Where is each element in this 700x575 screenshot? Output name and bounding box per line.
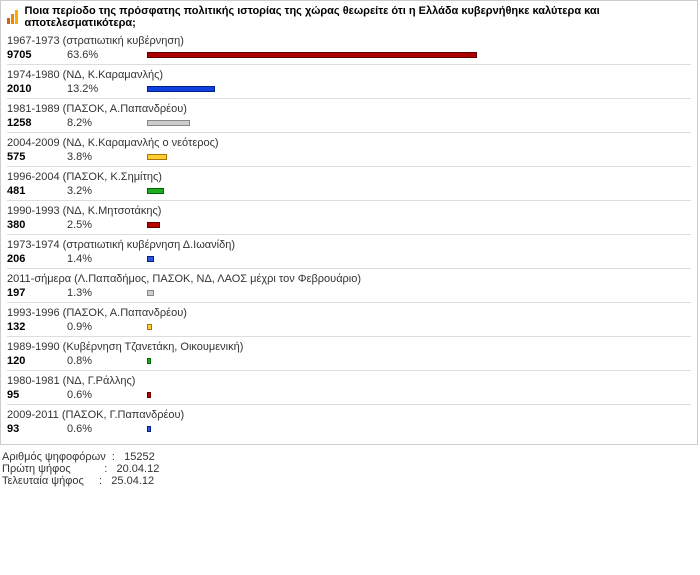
poll-footer: Αριθμός ψηφοφόρων : 15252 Πρώτη ψήφος : … [0, 445, 700, 489]
poll-header: Ποια περίοδο της πρόσφατης πολιτικής ιστ… [7, 5, 691, 29]
option-percentage: 1.3% [67, 287, 147, 299]
option-percentage: 3.8% [67, 151, 147, 163]
bar-chart-icon [7, 10, 21, 24]
option-bar [147, 290, 154, 296]
option-bar [147, 120, 190, 126]
option-label: 1973-1974 (στρατιωτική κυβέρνηση Δ.Ιωανί… [7, 239, 691, 251]
option-votes: 9705 [7, 49, 67, 61]
option-votes: 575 [7, 151, 67, 163]
option-votes: 481 [7, 185, 67, 197]
option-data-line: 930.6% [7, 423, 691, 435]
option-data-line: 12588.2% [7, 117, 691, 129]
option-label: 1996-2004 (ΠΑΣΟΚ, Κ.Σημίτης) [7, 171, 691, 183]
option-data-line: 950.6% [7, 389, 691, 401]
option-bar-cell [147, 358, 691, 364]
option-data-line: 201013.2% [7, 83, 691, 95]
option-bar-cell [147, 86, 691, 92]
option-bar-cell [147, 188, 691, 194]
option-bar [147, 222, 160, 228]
option-label: 1967-1973 (στρατιωτική κυβέρνηση) [7, 35, 691, 47]
poll-option-row: 1967-1973 (στρατιωτική κυβέρνηση) 970563.… [7, 33, 691, 65]
option-bar [147, 256, 154, 262]
option-bar-cell [147, 120, 691, 126]
option-bar [147, 188, 164, 194]
option-label: 1981-1989 (ΠΑΣΟΚ, Α.Παπανδρέου) [7, 103, 691, 115]
option-percentage: 1.4% [67, 253, 147, 265]
poll-option-row: 1993-1996 (ΠΑΣΟΚ, Α.Παπανδρέου) 1320.9% [7, 305, 691, 337]
option-bar [147, 154, 167, 160]
poll-container: Ποια περίοδο της πρόσφατης πολιτικής ιστ… [0, 0, 698, 445]
option-percentage: 13.2% [67, 83, 147, 95]
option-votes: 132 [7, 321, 67, 333]
option-bar-cell [147, 52, 691, 58]
poll-options-list: 1967-1973 (στρατιωτική κυβέρνηση) 970563.… [7, 33, 691, 438]
option-label: 2009-2011 (ΠΑΣΟΚ, Γ.Παπανδρέου) [7, 409, 691, 421]
option-label: 1974-1980 (ΝΔ, Κ.Καραμανλής) [7, 69, 691, 81]
poll-option-row: 1981-1989 (ΠΑΣΟΚ, Α.Παπανδρέου) 12588.2% [7, 101, 691, 133]
option-bar [147, 358, 151, 364]
option-data-line: 5753.8% [7, 151, 691, 163]
option-votes: 197 [7, 287, 67, 299]
option-label: 1990-1993 (ΝΔ, Κ.Μητσοτάκης) [7, 205, 691, 217]
poll-option-row: 1973-1974 (στρατιωτική κυβέρνηση Δ.Ιωανί… [7, 237, 691, 269]
poll-option-row: 1980-1981 (ΝΔ, Γ.Ράλλης) 950.6% [7, 373, 691, 405]
option-data-line: 4813.2% [7, 185, 691, 197]
option-data-line: 1200.8% [7, 355, 691, 367]
option-bar [147, 426, 151, 432]
option-bar-cell [147, 154, 691, 160]
option-percentage: 0.8% [67, 355, 147, 367]
option-data-line: 1320.9% [7, 321, 691, 333]
option-data-line: 2061.4% [7, 253, 691, 265]
option-bar [147, 392, 151, 398]
option-label: 1980-1981 (ΝΔ, Γ.Ράλλης) [7, 375, 691, 387]
option-data-line: 1971.3% [7, 287, 691, 299]
option-bar [147, 324, 152, 330]
option-label: 1993-1996 (ΠΑΣΟΚ, Α.Παπανδρέου) [7, 307, 691, 319]
poll-option-row: 2004-2009 (ΝΔ, Κ.Καραμανλής ο νεότερος) 5… [7, 135, 691, 167]
option-label: 1989-1990 (Κυβέρνηση Τζανετάκη, Οικουμεν… [7, 341, 691, 353]
footer-first-vote: Πρώτη ψήφος : 20.04.12 [2, 463, 698, 475]
poll-option-row: 2011-σήμερα (Λ.Παπαδήμος, ΠΑΣΟΚ, ΝΔ, ΛΑΟ… [7, 271, 691, 303]
option-label: 2011-σήμερα (Λ.Παπαδήμος, ΠΑΣΟΚ, ΝΔ, ΛΑΟ… [7, 273, 691, 285]
option-votes: 206 [7, 253, 67, 265]
option-percentage: 3.2% [67, 185, 147, 197]
poll-option-row: 1989-1990 (Κυβέρνηση Τζανετάκη, Οικουμεν… [7, 339, 691, 371]
poll-option-row: 2009-2011 (ΠΑΣΟΚ, Γ.Παπανδρέου) 930.6% [7, 407, 691, 438]
option-percentage: 0.6% [67, 389, 147, 401]
option-percentage: 8.2% [67, 117, 147, 129]
option-bar-cell [147, 392, 691, 398]
option-bar-cell [147, 256, 691, 262]
option-votes: 1258 [7, 117, 67, 129]
option-percentage: 2.5% [67, 219, 147, 231]
poll-option-row: 1990-1993 (ΝΔ, Κ.Μητσοτάκης) 3802.5% [7, 203, 691, 235]
option-data-line: 970563.6% [7, 49, 691, 61]
option-bar-cell [147, 222, 691, 228]
poll-option-row: 1996-2004 (ΠΑΣΟΚ, Κ.Σημίτης) 4813.2% [7, 169, 691, 201]
option-bar [147, 52, 477, 58]
poll-option-row: 1974-1980 (ΝΔ, Κ.Καραμανλής) 201013.2% [7, 67, 691, 99]
option-votes: 2010 [7, 83, 67, 95]
option-bar-cell [147, 426, 691, 432]
option-percentage: 63.6% [67, 49, 147, 61]
option-bar [147, 86, 215, 92]
option-percentage: 0.9% [67, 321, 147, 333]
option-votes: 380 [7, 219, 67, 231]
option-label: 2004-2009 (ΝΔ, Κ.Καραμανλής ο νεότερος) [7, 137, 691, 149]
option-bar-cell [147, 290, 691, 296]
option-bar-cell [147, 324, 691, 330]
option-votes: 120 [7, 355, 67, 367]
option-votes: 93 [7, 423, 67, 435]
poll-title: Ποια περίοδο της πρόσφατης πολιτικής ιστ… [25, 5, 691, 29]
option-votes: 95 [7, 389, 67, 401]
option-data-line: 3802.5% [7, 219, 691, 231]
option-percentage: 0.6% [67, 423, 147, 435]
footer-last-vote: Τελευταία ψήφος : 25.04.12 [2, 475, 698, 487]
footer-voters: Αριθμός ψηφοφόρων : 15252 [2, 451, 698, 463]
